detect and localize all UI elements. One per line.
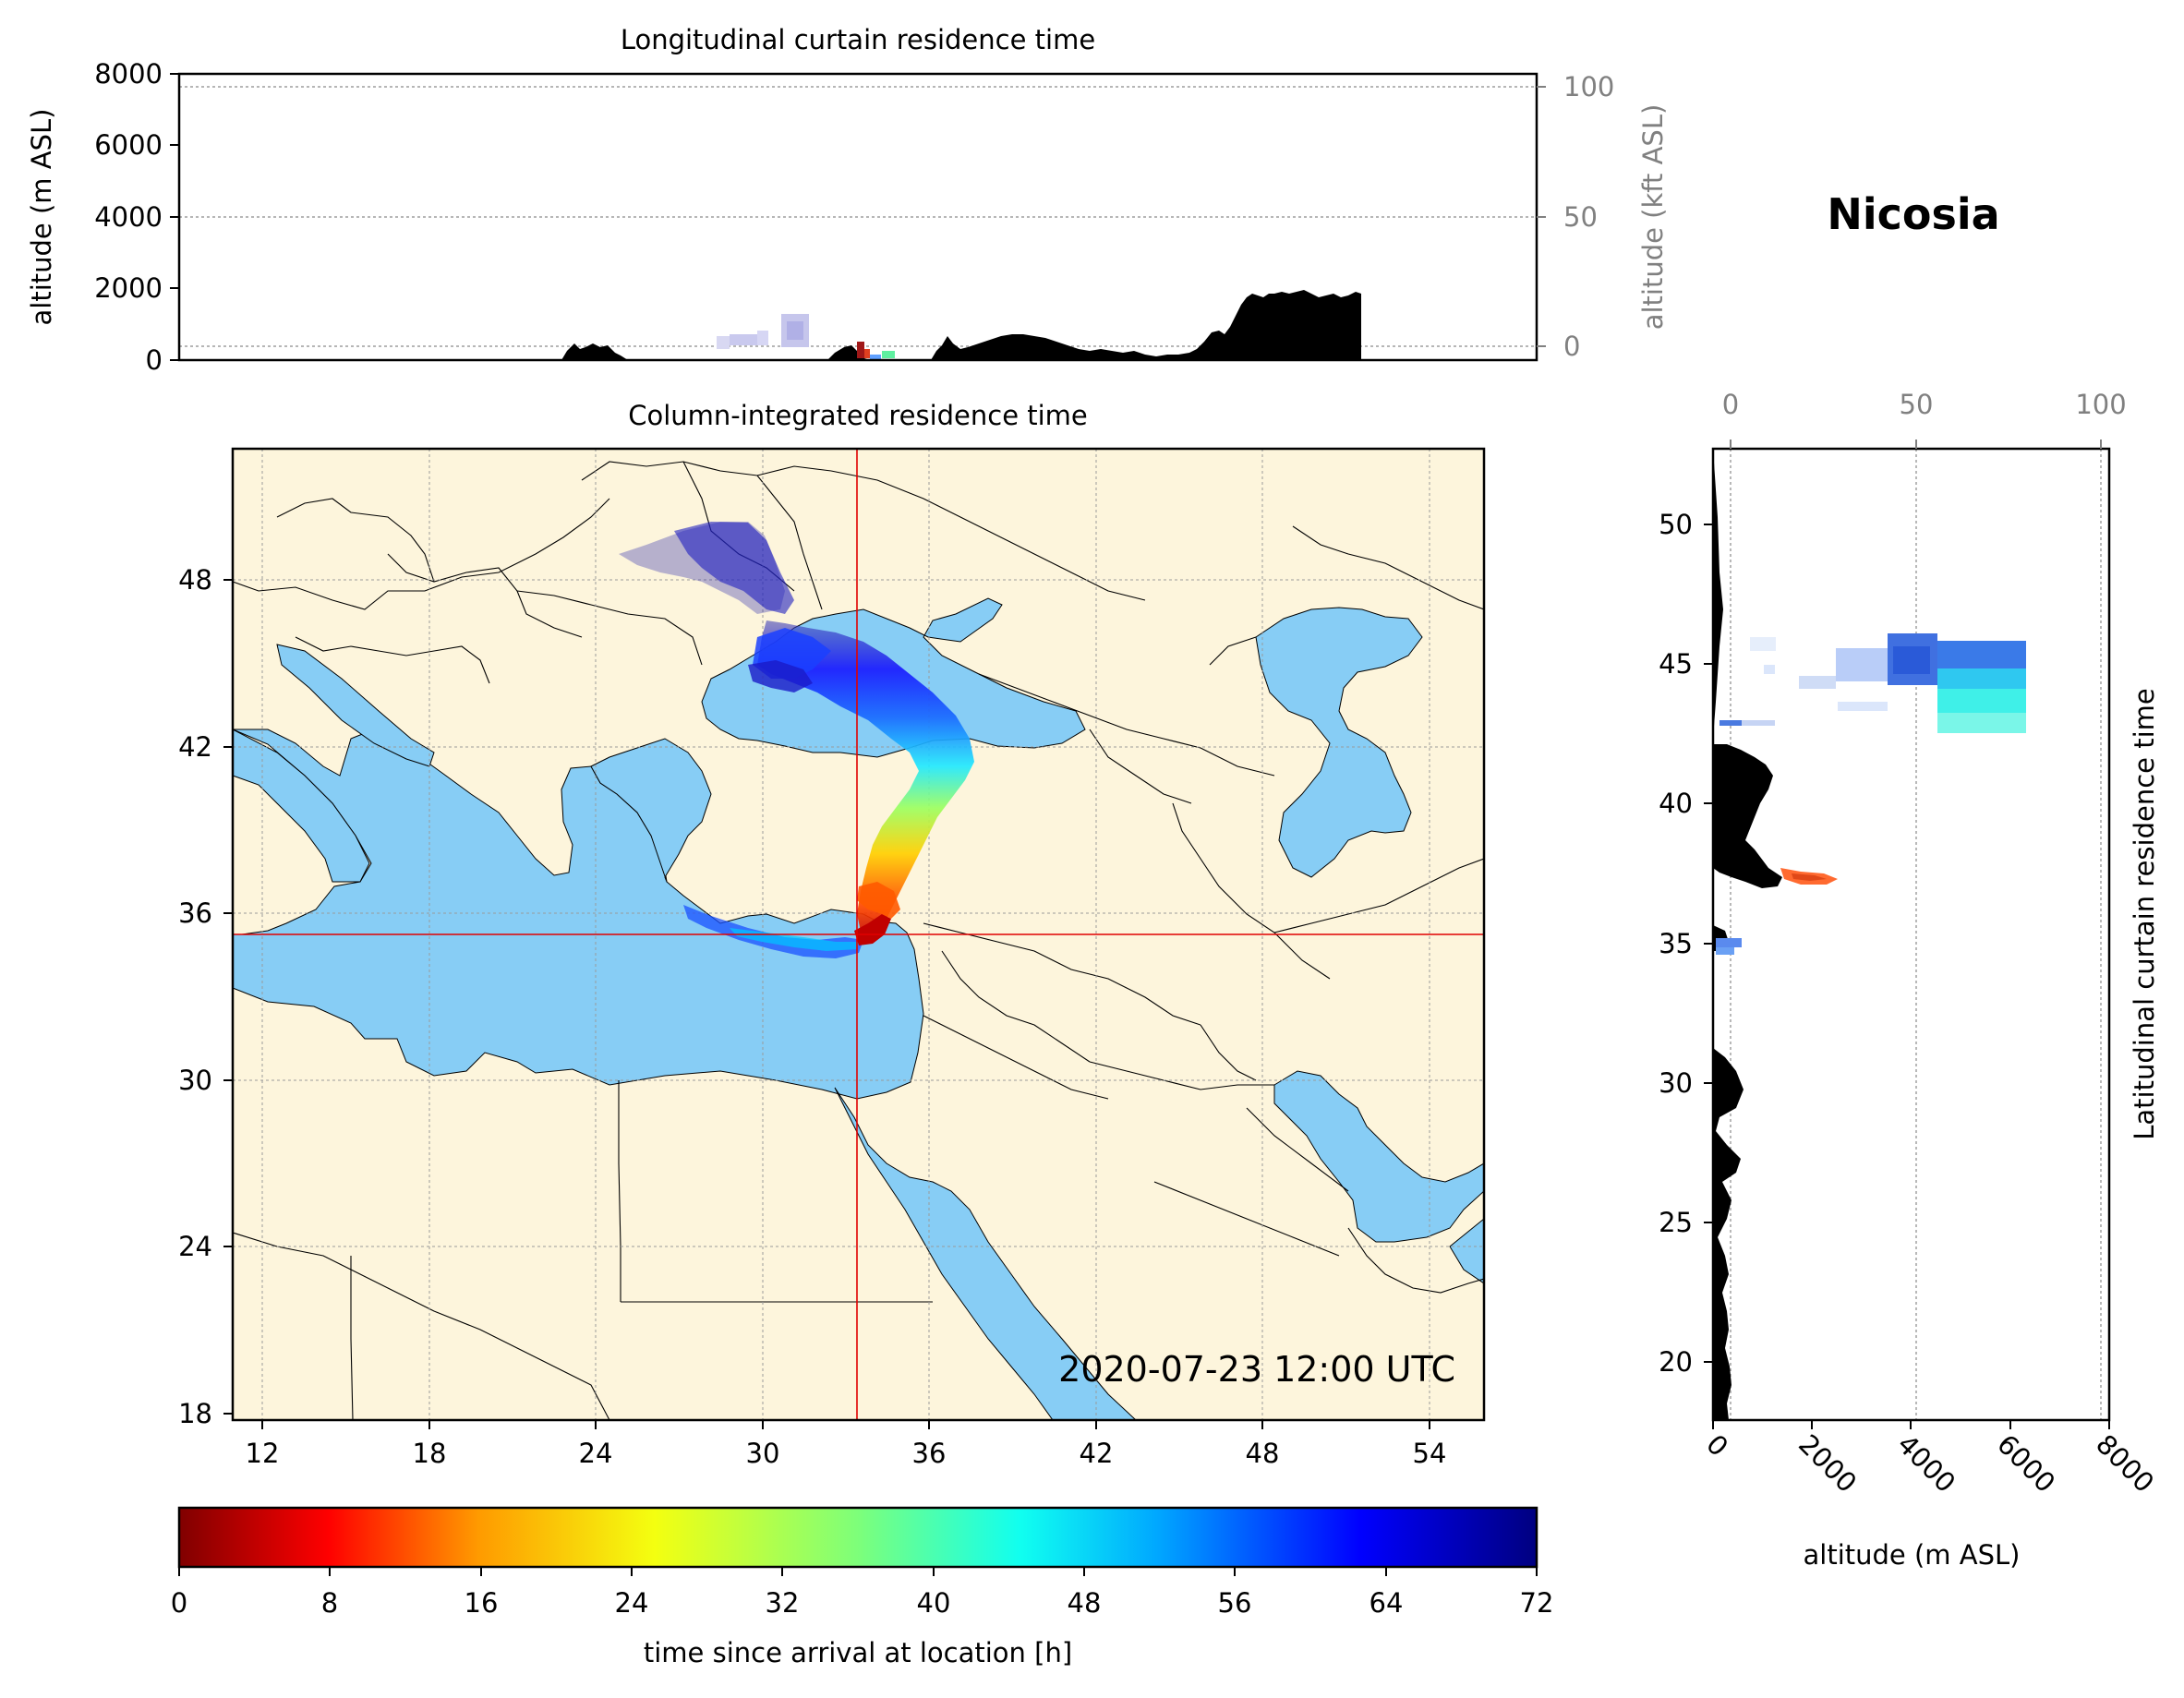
lat-bottom-tick-label: 0 — [1700, 1428, 1734, 1463]
lat-top-tick-label: 100 — [2075, 389, 2126, 420]
lat-tick-label: 45 — [1659, 648, 1693, 680]
lon-left-tick-label: 2000 — [94, 272, 163, 304]
map-x-tick-label: 36 — [912, 1438, 947, 1469]
colorbar-tick-label: 8 — [321, 1587, 338, 1619]
lat-bottom-tick-label: 6000 — [1991, 1428, 2061, 1499]
lat-tick-label: 35 — [1659, 928, 1693, 959]
map-y-tick-label: 48 — [178, 564, 212, 596]
timestamp-label: 2020-07-23 12:00 UTC — [1058, 1349, 1455, 1390]
map-x-tick-label: 18 — [413, 1438, 447, 1469]
longitudinal-ylabel-left: altitude (m ASL) — [26, 109, 57, 326]
longitudinal-right-ticks — [1537, 86, 1546, 347]
tyrrhenian-sea — [233, 729, 370, 883]
colorbar-tick-label: 40 — [917, 1587, 951, 1619]
plume-dark-streak — [748, 660, 813, 692]
map-x-tick-label: 12 — [246, 1438, 280, 1469]
latitudinal-topography — [1713, 449, 1782, 1420]
map-y-tick-label: 42 — [178, 731, 212, 763]
map-x-tick-label: 24 — [579, 1438, 613, 1469]
map-x-tick-label: 30 — [746, 1438, 780, 1469]
longitudinal-ylabel-right: altitude (kft ASL) — [1637, 104, 1669, 331]
colorbar-tick-label: 64 — [1370, 1587, 1404, 1619]
latitudinal-ylabel: Latitudinal curtain residence time — [2129, 688, 2160, 1140]
lat-bottom-tick-label: 2000 — [1792, 1428, 1863, 1499]
colorbar-tick-label: 48 — [1068, 1587, 1102, 1619]
map-panel: Column-integrated residence time — [178, 400, 1486, 1469]
lat-tick-label: 20 — [1659, 1346, 1693, 1378]
longitudinal-title: Longitudinal curtain residence time — [621, 24, 1095, 55]
lon-right-tick-label: 50 — [1563, 201, 1598, 233]
persian-gulf — [1273, 1070, 1484, 1243]
lat-bottom-tick-label: 8000 — [2090, 1428, 2160, 1499]
colorbar-tick-label: 56 — [1218, 1587, 1252, 1619]
latitudinal-panel: 20 25 30 35 40 45 50 0 50 100 0 2000 400… — [1659, 389, 2160, 1571]
latitudinal-xlabel: altitude (m ASL) — [1804, 1539, 2021, 1571]
lat-tick-label: 40 — [1659, 788, 1693, 819]
lat-bottom-ticks — [1712, 1420, 2110, 1429]
lon-left-tick-label: 6000 — [94, 129, 163, 161]
colorbar-tick-label: 16 — [465, 1587, 499, 1619]
latitudinal-residence-patches — [1716, 633, 2026, 955]
red-sea — [834, 1087, 1137, 1420]
longitudinal-panel: Longitudinal curtain residence time — [26, 24, 1669, 376]
location-title: Nicosia — [1827, 189, 1999, 239]
colorbar-tick-label: 24 — [615, 1587, 649, 1619]
longitudinal-residence-patches — [717, 314, 895, 359]
map-x-tick-label: 42 — [1080, 1438, 1114, 1469]
lon-left-tick-label: 4000 — [94, 201, 163, 233]
map-y-tick-label: 30 — [178, 1065, 212, 1096]
map-y-tick-label: 36 — [178, 897, 212, 929]
map-grid — [233, 449, 1484, 1420]
lat-top-tick-label: 0 — [1722, 389, 1739, 420]
lon-right-tick-label: 0 — [1563, 331, 1580, 362]
longitudinal-topography — [561, 290, 1361, 360]
lat-y-ticks — [1704, 524, 1713, 1363]
latitudinal-grid — [1730, 449, 2102, 1420]
arabian-sea-corner — [1449, 1218, 1484, 1284]
colorbar: 0 8 16 24 32 40 48 56 64 72 time since a… — [171, 1506, 1554, 1668]
latitudinal-plot-area — [1713, 449, 2109, 1420]
residence-plume — [619, 522, 974, 958]
longitudinal-left-ticks — [170, 73, 179, 361]
lon-left-tick-label: 8000 — [94, 58, 163, 90]
plume-northern-core — [674, 522, 794, 614]
lat-top-ticks — [1730, 440, 2102, 449]
map-x-ticks — [261, 1420, 1430, 1429]
plume-core-orange — [857, 882, 900, 919]
lat-tick-label: 50 — [1659, 509, 1693, 540]
plume-main-band — [757, 620, 974, 944]
colorbar-tick-label: 0 — [171, 1587, 187, 1619]
lat-top-tick-label: 50 — [1900, 389, 1934, 420]
map-title: Column-integrated residence time — [628, 400, 1088, 431]
lon-left-tick-label: 0 — [146, 344, 163, 376]
aegean-sea — [590, 738, 712, 883]
map-x-tick-label: 48 — [1246, 1438, 1280, 1469]
map-y-ticks — [223, 579, 233, 1415]
location-crosshair — [233, 449, 1484, 1420]
lon-right-tick-label: 100 — [1563, 71, 1614, 102]
colorbar-gradient — [177, 1506, 1538, 1569]
lat-bottom-tick-label: 4000 — [1891, 1428, 1961, 1499]
colorbar-tick-label: 72 — [1520, 1587, 1554, 1619]
colorbar-ticks — [178, 1567, 1538, 1576]
mediterranean-sea — [233, 729, 924, 1100]
map-frame — [231, 447, 1486, 1422]
map-borders — [233, 461, 1484, 1420]
map-x-tick-label: 54 — [1413, 1438, 1447, 1469]
caspian-sea — [1255, 607, 1423, 878]
lat-tick-label: 30 — [1659, 1067, 1693, 1099]
colorbar-tick-label: 32 — [766, 1587, 800, 1619]
map-y-tick-label: 18 — [178, 1398, 212, 1429]
plume-core-red — [854, 914, 891, 945]
lat-tick-label: 25 — [1659, 1207, 1693, 1238]
colorbar-label: time since arrival at location [h] — [644, 1637, 1072, 1668]
map-y-tick-label: 24 — [178, 1231, 212, 1262]
